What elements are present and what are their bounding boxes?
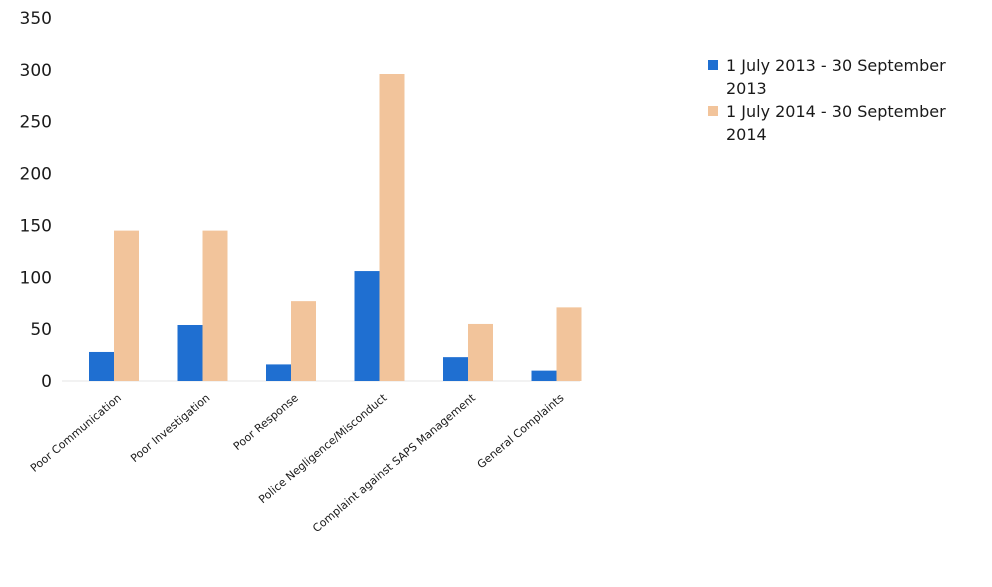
- bar-2013: [354, 271, 380, 381]
- bar-2013: [177, 324, 203, 381]
- x-tick-label: Poor Investigation: [128, 391, 212, 465]
- legend-item-2014: 1 July 2014 - 30 September 2014: [706, 100, 990, 146]
- legend-swatch-2013: [708, 60, 718, 70]
- bar-2013: [531, 370, 557, 381]
- y-tick-label: 350: [20, 9, 52, 29]
- bar-2013: [443, 357, 468, 381]
- x-tick-label: General Complaints: [475, 391, 567, 471]
- legend-label-2013: 1 July 2013 - 30 September 2013: [726, 56, 946, 98]
- legend-item-2013: 1 July 2013 - 30 September 2013: [706, 54, 990, 100]
- bar-2014: [468, 323, 493, 381]
- legend: 1 July 2013 - 30 September 2013 1 July 2…: [706, 54, 990, 146]
- bar-2014: [114, 230, 139, 381]
- x-axis: Poor Communication Poor Investigation Poor…: [28, 391, 567, 535]
- bar-2014: [379, 74, 405, 382]
- bars: [89, 74, 582, 382]
- y-axis: 0 50 100 150 200 250 300 350: [20, 9, 580, 392]
- y-tick-label: 150: [20, 216, 52, 236]
- y-tick-label: 200: [20, 165, 52, 185]
- bar-2014: [291, 301, 316, 381]
- x-tick-label: Poor Response: [231, 391, 301, 453]
- y-tick-label: 300: [20, 61, 52, 81]
- legend-label-2014: 1 July 2014 - 30 September 2014: [726, 102, 946, 144]
- legend-swatch-2014: [708, 106, 718, 116]
- x-tick-label: Complaint against SAPS Management: [310, 391, 478, 535]
- bar-2014: [202, 230, 228, 381]
- bar-2014: [556, 307, 582, 381]
- y-tick-label: 250: [20, 113, 52, 133]
- y-tick-label: 100: [20, 268, 52, 288]
- y-tick-label: 0: [41, 372, 52, 392]
- bar-2013: [89, 351, 114, 381]
- bar-2013: [266, 364, 291, 381]
- y-tick-label: 50: [30, 320, 52, 340]
- x-tick-label: Poor Communication: [28, 391, 124, 475]
